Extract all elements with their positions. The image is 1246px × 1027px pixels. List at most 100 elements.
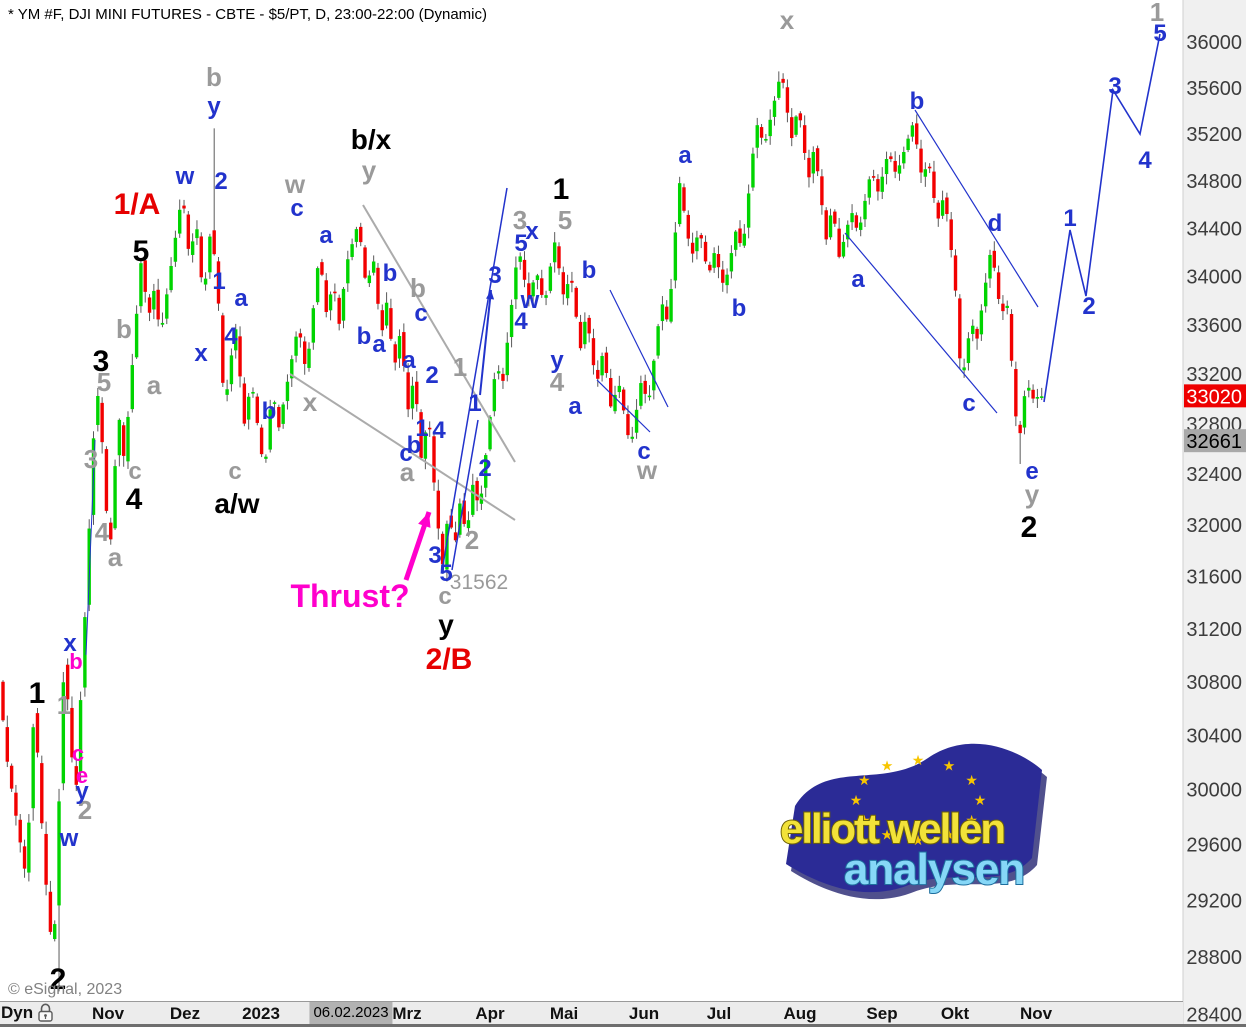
price-axis-labels: 36000 35600 35200 34800 34400 34000 33600 33200…: [1186, 32, 1242, 1026]
eu-star-icon: ★: [912, 752, 925, 768]
candle-body: [78, 700, 83, 772]
candle-body: [656, 326, 660, 356]
wave-label: 1: [553, 173, 570, 206]
eu-star-icon: ★: [912, 832, 925, 848]
wave-label: a: [147, 370, 162, 400]
candle-body: [65, 664, 70, 700]
candle-body: [337, 297, 341, 324]
candle-body: [376, 267, 380, 304]
candle-body: [44, 833, 48, 885]
candle-body: [867, 179, 872, 198]
candle-body: [962, 367, 966, 371]
candle-body: [190, 241, 195, 255]
candle-body: [216, 261, 221, 304]
time-axis-label-nov: Nov: [1019, 1004, 1053, 1023]
candle-body: [496, 371, 501, 374]
candle-body: [652, 360, 656, 391]
candle-body: [695, 237, 699, 252]
price-tick-label: 29600: [1186, 835, 1242, 857]
candle-body: [173, 237, 178, 262]
candle-body: [966, 338, 971, 364]
candle-body: [768, 119, 772, 137]
candle-body: [643, 380, 647, 394]
candle-body: [40, 763, 44, 824]
wave-label: 3: [1108, 73, 1121, 100]
wave-label: 2: [1082, 293, 1095, 320]
candle-body: [440, 533, 445, 565]
candle-body: [186, 214, 191, 249]
wave-label: 5: [439, 560, 452, 587]
candle-body: [160, 322, 165, 325]
candle-body: [846, 224, 850, 240]
candle-body: [617, 385, 622, 393]
wave-label: 3: [488, 262, 501, 289]
candle-body: [242, 383, 247, 424]
candle-body: [182, 205, 186, 209]
wave-label: 5: [558, 205, 572, 235]
candle-body: [820, 176, 824, 206]
candle-body: [893, 160, 897, 172]
candle-body: [798, 113, 803, 121]
wave-label: w: [59, 825, 79, 852]
candle-body: [384, 302, 389, 326]
candle-body: [850, 213, 854, 223]
wave-label: c: [228, 458, 241, 485]
wave-label: 1: [57, 690, 71, 720]
sep-channel-upper: [914, 109, 1039, 308]
candle-body: [104, 449, 109, 511]
candle-body: [147, 297, 152, 313]
candle-body: [363, 247, 367, 278]
candle-body: [139, 263, 143, 307]
candle-body: [716, 254, 721, 268]
wave-label: w: [520, 287, 540, 314]
candle-body: [294, 336, 298, 356]
price-tick-label: 31200: [1186, 619, 1242, 641]
candle-body: [505, 342, 509, 376]
wave-label: 2/B: [426, 643, 473, 676]
candle-body: [462, 500, 466, 524]
candle-body: [346, 259, 350, 284]
candle-body: [785, 87, 790, 113]
window-bottom-edge: [0, 1024, 1246, 1027]
candle-body: [923, 169, 928, 177]
price-axis-strip[interactable]: [1183, 0, 1246, 1027]
time-axis-label-dez: Dez: [169, 1004, 201, 1023]
wave-label: y: [438, 609, 454, 640]
candle-body: [453, 532, 458, 541]
candle-body: [57, 801, 61, 906]
wave-label: x: [194, 340, 208, 367]
candle-body: [165, 294, 169, 319]
wave-label: y: [207, 93, 221, 120]
candle-body: [721, 269, 725, 283]
jun-channel-lower: [596, 379, 651, 433]
candle-body: [74, 766, 78, 785]
eu-star-icon: ★: [850, 792, 863, 808]
candle-body: [53, 924, 57, 940]
candle-body: [915, 123, 919, 145]
candle-body: [557, 246, 561, 269]
candle-body: [427, 427, 432, 430]
time-axis-bar[interactable]: Dyn Nov Dez 2023 Mrz Apr Mai Jun Jul Aug Sep Okt No…: [0, 1001, 1183, 1025]
candle-body: [324, 280, 328, 313]
wave-label: 4: [126, 483, 143, 516]
dynamic-scale-control[interactable]: Dyn: [1, 1003, 54, 1023]
candle-body: [591, 338, 596, 366]
candle-body: [574, 287, 578, 317]
wave-label: a: [678, 142, 692, 169]
candle-body: [746, 193, 751, 228]
candle-body: [380, 310, 384, 331]
wave-label: c: [290, 195, 303, 222]
candle-body: [35, 713, 40, 753]
candle-body: [143, 260, 147, 292]
thrust-channel-line: [451, 419, 479, 571]
time-axis-label-okt: Okt: [940, 1004, 970, 1023]
candle-body: [492, 379, 497, 412]
wave-label: 31562: [450, 571, 508, 594]
candle-body: [794, 116, 798, 135]
candle-body: [501, 373, 505, 381]
candle-body: [755, 125, 759, 148]
candle-body: [802, 125, 807, 153]
wave-label: d: [988, 210, 1003, 237]
candle-body: [751, 153, 755, 188]
